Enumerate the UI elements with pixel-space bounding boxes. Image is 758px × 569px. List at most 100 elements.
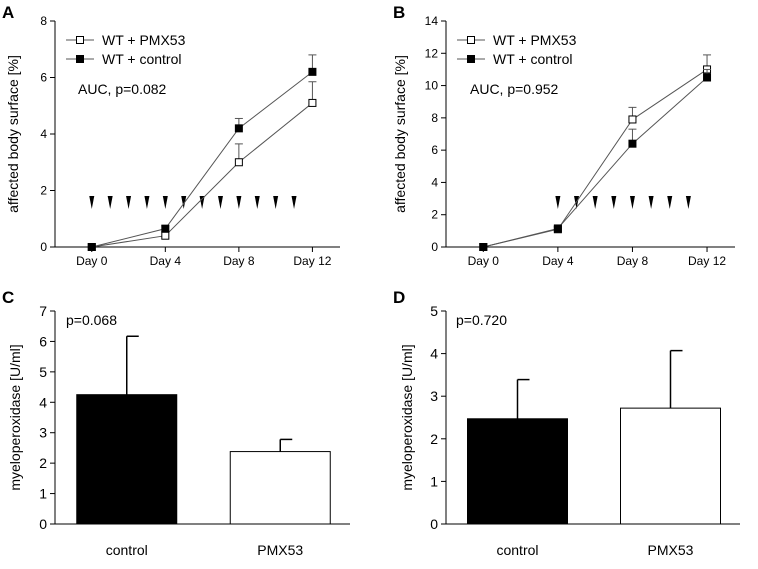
x-category-label: PMX53: [257, 542, 303, 558]
p-value-annotation: p=0.068: [66, 312, 117, 328]
legend-label: WT + control: [493, 51, 573, 67]
treatment-arrowhead: [144, 196, 150, 209]
treatment-arrowhead: [685, 196, 691, 209]
y-tick-label: 1: [39, 486, 47, 502]
y-tick-label: 6: [39, 333, 47, 349]
treatment-arrowhead: [254, 196, 260, 209]
legend-label: WT + control: [102, 51, 182, 67]
x-tick-label: Day 0: [468, 254, 500, 268]
panel-letter-c: C: [2, 288, 14, 307]
series-line: [91, 71, 313, 248]
treatment-arrowhead: [236, 196, 242, 209]
p-value-annotation: AUC, p=0.952: [470, 81, 559, 97]
treatment-arrowhead: [181, 196, 187, 209]
legend-marker: [467, 36, 475, 44]
y-tick-label: 0: [40, 240, 47, 254]
legend-marker: [467, 55, 475, 63]
data-point-filled: [234, 124, 243, 133]
p-value-annotation: AUC, p=0.082: [78, 81, 167, 97]
panel-letter-b: B: [393, 3, 405, 22]
x-tick-label: Day 8: [617, 254, 649, 268]
data-point-open: [234, 158, 243, 167]
y-tick-label: 5: [430, 303, 438, 319]
y-tick-label: 5: [39, 364, 47, 380]
treatment-arrowhead: [107, 196, 113, 209]
legend-marker: [76, 55, 84, 63]
y-tick-label: 2: [431, 208, 438, 222]
panel-c-bar-chart: C 0 1 2 3 4 5 6 7 myeloperoxidase [U/ml] control P…: [2, 288, 350, 558]
bar-pmx53: [620, 407, 721, 525]
x-tick-label: Day 12: [293, 254, 331, 268]
panel-d-bar-chart: D 0 1 2 3 4 5 myeloperoxidase [U/ml] control PMX…: [393, 288, 740, 558]
treatment-arrowhead: [162, 196, 168, 209]
x-category-label: control: [496, 542, 538, 558]
y-axis-label: affected body surface [%]: [5, 55, 21, 213]
data-point-filled: [703, 73, 712, 82]
x-tick-label: Day 12: [688, 254, 726, 268]
legend-marker: [76, 36, 84, 44]
y-tick-label: 14: [425, 14, 439, 28]
series-line: [91, 102, 313, 248]
data-point-filled: [87, 243, 96, 251]
panel-letter-a: A: [2, 3, 14, 22]
y-tick-label: 3: [430, 388, 438, 404]
y-tick-label: 8: [40, 14, 47, 28]
y-tick-label: 2: [40, 184, 47, 198]
x-category-label: PMX53: [648, 542, 694, 558]
y-tick-label: 0: [39, 516, 47, 532]
y-tick-label: 4: [39, 394, 47, 410]
y-axis-label: myeloperoxidase [U/ml]: [7, 344, 23, 490]
panel-letter-d: D: [393, 288, 405, 307]
y-tick-label: 4: [40, 127, 47, 141]
treatment-arrowhead: [217, 196, 223, 209]
x-category-label: control: [106, 542, 148, 558]
data-point-filled: [628, 139, 637, 148]
data-point-open: [628, 115, 637, 124]
y-tick-label: 6: [431, 143, 438, 157]
treatment-arrowhead: [592, 196, 598, 209]
treatment-arrowhead: [648, 196, 654, 209]
data-point-filled: [479, 243, 488, 251]
treatment-arrowhead: [611, 196, 617, 209]
p-value-annotation: p=0.720: [456, 312, 507, 328]
y-tick-label: 2: [430, 431, 438, 447]
data-point-open: [161, 231, 170, 240]
y-axis-label: affected body surface [%]: [392, 55, 408, 213]
x-tick-label: Day 8: [223, 254, 255, 268]
y-tick-label: 4: [431, 175, 438, 189]
panel-a-line-chart: A 0 2 4 6 8 Day 0 Day 4 Day 8 Day 12 affected bod…: [2, 3, 340, 268]
x-tick-label: Day 0: [76, 254, 108, 268]
y-tick-label: 4: [430, 346, 438, 362]
x-tick-label: Day 4: [150, 254, 182, 268]
legend-label: WT + PMX53: [493, 32, 577, 48]
y-tick-label: 12: [425, 46, 439, 60]
legend-label: WT + PMX53: [102, 32, 186, 48]
y-tick-label: 7: [39, 303, 47, 319]
data-point-open: [308, 98, 317, 107]
y-tick-label: 8: [431, 111, 438, 125]
treatment-arrowhead: [667, 196, 673, 209]
data-point-filled: [161, 224, 170, 233]
treatment-arrowhead: [199, 196, 205, 209]
x-tick-label: Day 4: [542, 254, 574, 268]
treatment-arrowhead: [555, 196, 561, 209]
treatment-arrowhead: [126, 196, 132, 209]
panel-b-line-chart: B 0 2 4 6 8 10 12 14 Day 0 Day 4 Day 8 Day 12 affect…: [392, 3, 735, 268]
series-line: [483, 77, 708, 248]
y-tick-label: 2: [39, 455, 47, 471]
y-tick-label: 1: [430, 473, 438, 489]
y-axis-label: myeloperoxidase [U/ml]: [399, 344, 415, 490]
treatment-arrowhead: [273, 196, 279, 209]
treatment-arrowhead: [629, 196, 635, 209]
treatment-arrowhead: [291, 196, 297, 209]
treatment-arrowhead: [89, 196, 95, 209]
bar-pmx53: [229, 451, 331, 525]
data-point-filled: [308, 67, 317, 76]
bar-control: [467, 418, 568, 525]
y-tick-label: 0: [430, 516, 438, 532]
y-tick-label: 10: [425, 79, 439, 93]
y-tick-label: 0: [431, 240, 438, 254]
y-tick-label: 6: [40, 71, 47, 85]
data-point-filled: [553, 224, 562, 233]
